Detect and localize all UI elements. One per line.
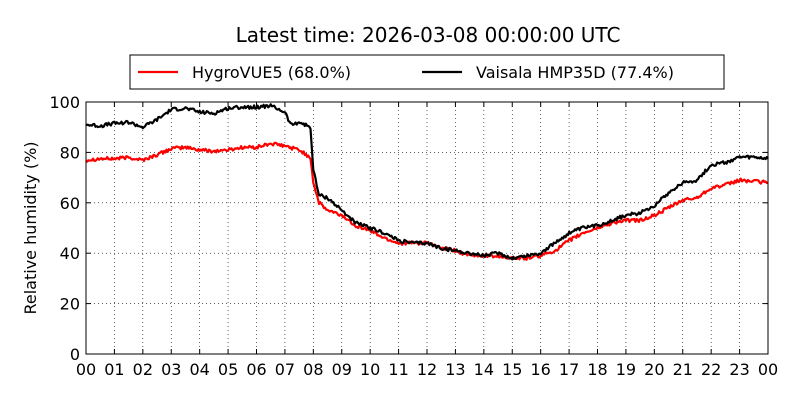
plot-frame	[85, 101, 769, 355]
x-tick-label: 10	[360, 360, 380, 379]
y-tick-label: 100	[49, 93, 80, 112]
legend-label-hygrovue5: HygroVUE5 (68.0%)	[192, 63, 351, 82]
x-tick-label: 20	[644, 360, 664, 379]
legend: HygroVUE5 (68.0%) Vaisala HMP35D (77.4%)	[129, 54, 725, 90]
axis-ticks	[85, 101, 769, 355]
x-tick-label: 19	[616, 360, 636, 379]
x-tick-label: 11	[388, 360, 408, 379]
x-tick-label: 21	[673, 360, 693, 379]
x-tick-label: 03	[161, 360, 181, 379]
legend-label-vaisala: Vaisala HMP35D (77.4%)	[476, 63, 674, 82]
x-tick-label: 14	[474, 360, 494, 379]
series-layer	[85, 103, 769, 261]
chart-title: Latest time: 2026-03-08 00:00:00 UTC	[236, 23, 621, 47]
x-tick-label: 07	[275, 360, 295, 379]
x-tick-label: 16	[530, 360, 550, 379]
x-tick-label: 00	[76, 360, 96, 379]
y-tick-labels: 0 20 40 60 80 100	[49, 93, 80, 364]
x-tick-label: 22	[701, 360, 721, 379]
x-tick-labels: 00 01 02 03 04 05 06 07 08 09 10 11 12 13 14 15 16 17 18 19…	[76, 360, 778, 379]
x-tick-label: 00	[758, 360, 778, 379]
x-tick-label: 04	[189, 360, 209, 379]
x-tick-label: 12	[417, 360, 437, 379]
x-tick-label: 17	[559, 360, 579, 379]
x-tick-label: 23	[729, 360, 749, 379]
x-tick-label: 15	[502, 360, 522, 379]
x-tick-label: 13	[445, 360, 465, 379]
grid	[86, 102, 768, 354]
x-tick-label: 02	[133, 360, 153, 379]
x-tick-label: 01	[104, 360, 124, 379]
y-tick-label: 80	[60, 143, 80, 162]
y-tick-label: 60	[60, 194, 80, 213]
y-tick-label: 0	[70, 345, 80, 364]
x-tick-label: 18	[587, 360, 607, 379]
x-tick-label: 08	[303, 360, 323, 379]
x-tick-label: 06	[246, 360, 266, 379]
x-tick-label: 09	[332, 360, 352, 379]
y-axis-label: Relative humidity (%)	[21, 141, 40, 314]
y-tick-label: 40	[60, 244, 80, 263]
y-tick-label: 20	[60, 295, 80, 314]
series-line-vaisala-hmp35d	[85, 103, 769, 261]
x-tick-label: 05	[218, 360, 238, 379]
